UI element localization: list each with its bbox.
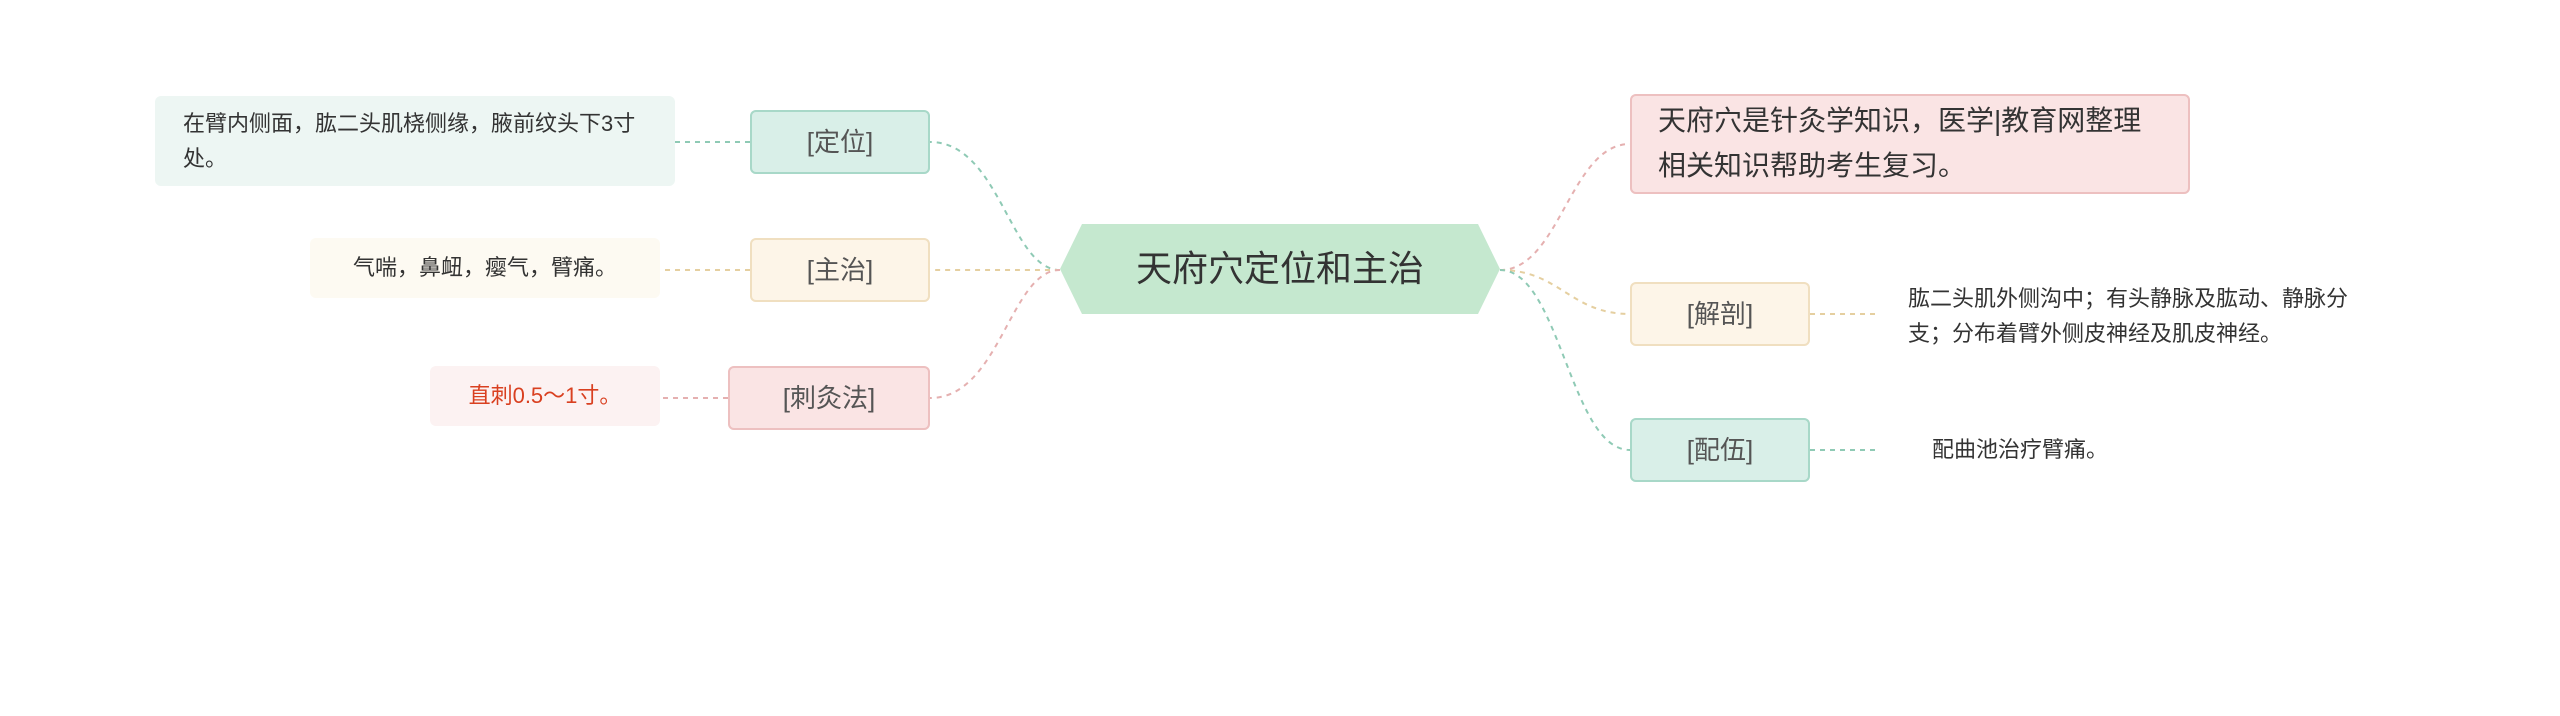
cat-jiepou-label: [解剖]	[1687, 295, 1753, 334]
root-node: 天府穴定位和主治	[1060, 224, 1500, 314]
leaf-cijiu-label: 直刺0.5～1寸。	[469, 378, 622, 413]
leaf-jiepou: 肱二头肌外侧沟中；有头静脉及肱动、静脉分支；分布着臂外侧皮神经及肌皮神经。	[1880, 266, 2400, 366]
connector-path	[1500, 270, 1630, 450]
connector-path	[1500, 144, 1630, 270]
cat-jiepou: [解剖]	[1630, 282, 1810, 346]
leaf-intro: 天府穴是针灸学知识，医学|教育网整理相关知识帮助考生复习。	[1630, 94, 2190, 194]
leaf-dingwei: 在臂内侧面，肱二头肌桡侧缘，腋前纹头下3寸处。	[155, 96, 675, 186]
root-label: 天府穴定位和主治	[1136, 242, 1424, 296]
leaf-zhuzhi-label: 气喘，鼻衄，瘿气，臂痛。	[353, 250, 617, 285]
leaf-jiepou-label: 肱二头肌外侧沟中；有头静脉及肱动、静脉分支；分布着臂外侧皮神经及肌皮神经。	[1908, 281, 2372, 351]
leaf-intro-label: 天府穴是针灸学知识，医学|教育网整理相关知识帮助考生复习。	[1658, 99, 2162, 189]
cat-dingwei: [定位]	[750, 110, 930, 174]
connector-path	[1500, 270, 1630, 314]
cat-cijiu: [刺灸法]	[728, 366, 930, 430]
cat-cijiu-label: [刺灸法]	[783, 379, 875, 418]
cat-zhuzhi-label: [主治]	[807, 251, 873, 290]
cat-peiwu-label: [配伍]	[1687, 431, 1753, 470]
cat-zhuzhi: [主治]	[750, 238, 930, 302]
leaf-peiwu: 配曲池治疗臂痛。	[1880, 420, 2160, 480]
connector-path	[930, 270, 1060, 398]
cat-peiwu: [配伍]	[1630, 418, 1810, 482]
leaf-zhuzhi: 气喘，鼻衄，瘿气，臂痛。	[310, 238, 660, 298]
cat-dingwei-label: [定位]	[807, 123, 873, 162]
leaf-cijiu: 直刺0.5～1寸。	[430, 366, 660, 426]
leaf-peiwu-label: 配曲池治疗臂痛。	[1932, 432, 2108, 467]
connector-path	[930, 142, 1060, 270]
leaf-dingwei-label: 在臂内侧面，肱二头肌桡侧缘，腋前纹头下3寸处。	[183, 106, 647, 176]
